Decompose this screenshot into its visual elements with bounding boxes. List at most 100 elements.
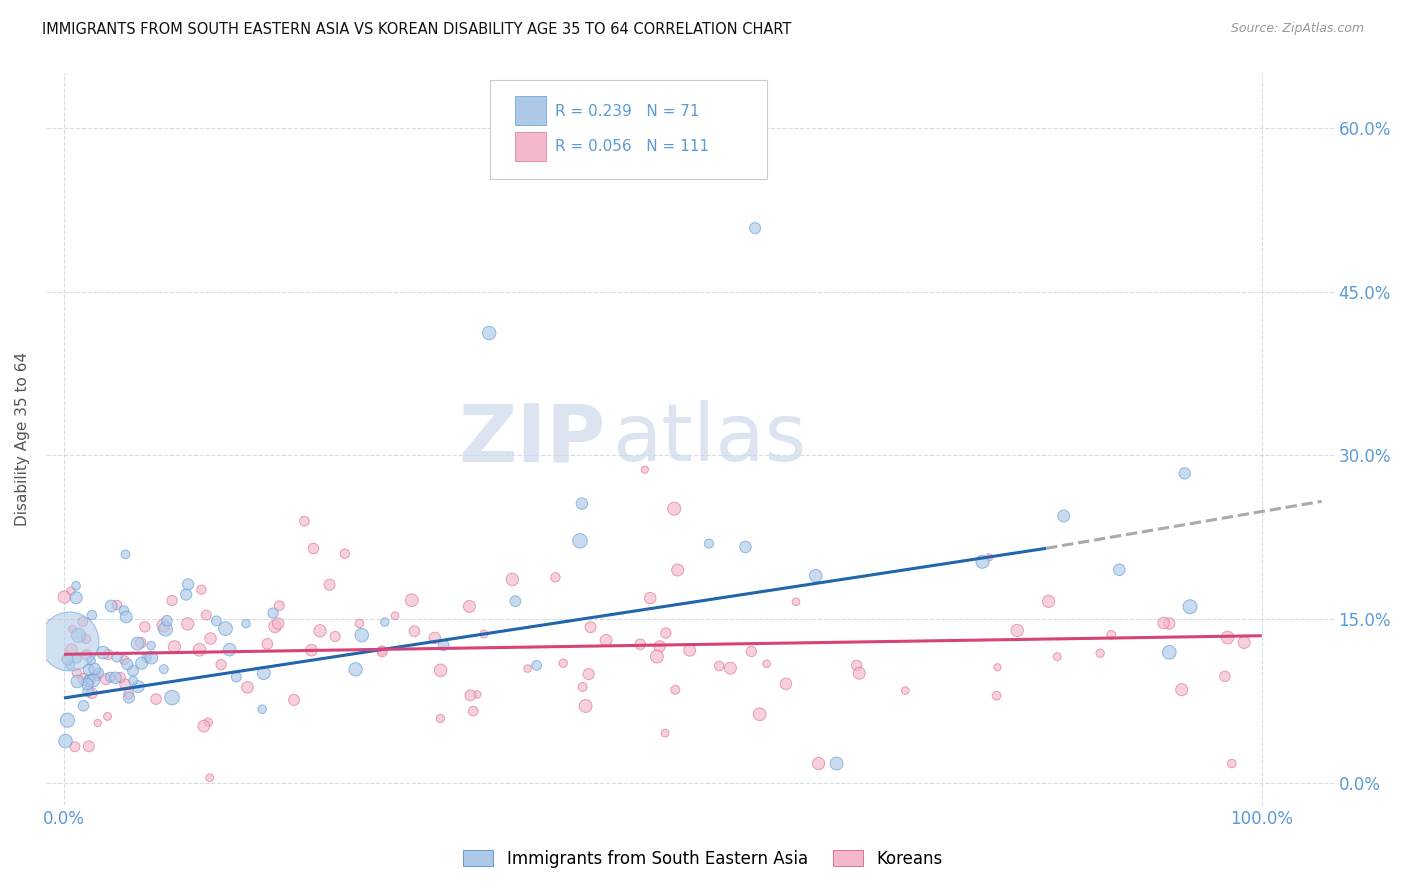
Point <box>505 594 527 608</box>
Text: R = 0.239   N = 71: R = 0.239 N = 71 <box>554 103 699 119</box>
Point <box>1005 624 1028 638</box>
Point <box>1099 628 1122 642</box>
Point <box>979 550 1001 565</box>
Point <box>86 668 108 682</box>
Point <box>122 673 145 688</box>
Point <box>135 650 157 665</box>
Point <box>740 644 762 658</box>
Point <box>478 326 501 340</box>
Point <box>77 673 100 688</box>
Point <box>894 683 917 698</box>
Point <box>501 573 523 587</box>
Point <box>986 660 1008 674</box>
Point <box>404 624 426 639</box>
Point <box>1178 599 1201 614</box>
Point <box>848 666 870 681</box>
Point <box>115 610 138 624</box>
Legend: Immigrants from South Eastern Asia, Koreans: Immigrants from South Eastern Asia, Kore… <box>457 844 949 875</box>
Point <box>55 734 77 748</box>
Point <box>628 637 651 651</box>
Point <box>66 665 89 680</box>
Point <box>62 622 84 636</box>
Point <box>1159 616 1181 631</box>
Point <box>160 690 183 705</box>
Point <box>575 698 598 713</box>
Point <box>205 614 228 628</box>
Point <box>75 632 97 646</box>
Point <box>80 686 103 700</box>
Point <box>80 654 103 668</box>
Point <box>748 707 770 722</box>
Point <box>269 599 291 613</box>
Point <box>309 624 332 638</box>
Point <box>458 599 481 614</box>
Point <box>318 578 340 592</box>
Point <box>82 673 104 688</box>
Point <box>302 541 325 556</box>
Point <box>264 619 287 633</box>
Point <box>134 620 156 634</box>
Point <box>65 579 87 593</box>
Point <box>845 658 868 673</box>
Point <box>429 712 451 726</box>
Point <box>697 536 720 550</box>
Point <box>53 590 76 604</box>
Point <box>1220 756 1243 771</box>
Point <box>1170 682 1192 697</box>
Point <box>371 643 394 657</box>
Point <box>87 715 110 730</box>
Point <box>578 667 600 681</box>
Point <box>77 684 100 698</box>
Point <box>87 666 110 681</box>
Point <box>200 632 222 646</box>
Point <box>96 709 118 723</box>
Text: Source: ZipAtlas.com: Source: ZipAtlas.com <box>1230 22 1364 36</box>
Point <box>371 645 394 659</box>
Point <box>972 555 994 569</box>
Point <box>744 221 766 235</box>
Point <box>152 662 174 676</box>
Point <box>804 568 827 582</box>
Point <box>114 677 136 691</box>
Point <box>59 584 82 599</box>
Point <box>664 682 686 697</box>
Point <box>97 648 120 662</box>
Point <box>105 649 128 664</box>
Point <box>177 577 200 591</box>
Point <box>145 692 167 706</box>
Point <box>129 636 152 650</box>
Point <box>301 643 323 657</box>
Point <box>1213 669 1236 683</box>
Point <box>77 739 100 754</box>
Point <box>94 672 117 686</box>
Point <box>72 698 94 713</box>
Point <box>100 599 122 613</box>
Point <box>117 657 139 672</box>
Point <box>645 649 668 664</box>
Point <box>1216 631 1239 645</box>
Point <box>986 689 1008 703</box>
Point <box>344 662 367 676</box>
Point <box>571 497 593 511</box>
Point <box>163 640 186 654</box>
Point <box>634 462 657 476</box>
Point <box>350 628 373 642</box>
Text: R = 0.056   N = 111: R = 0.056 N = 111 <box>554 139 709 154</box>
Point <box>349 616 371 631</box>
Point <box>60 642 83 657</box>
Point <box>785 595 807 609</box>
Point <box>58 634 80 648</box>
Point <box>666 563 689 577</box>
Point <box>1159 645 1181 659</box>
Point <box>127 636 149 650</box>
Point <box>65 591 87 605</box>
Point <box>664 501 686 516</box>
Point <box>118 690 141 705</box>
Point <box>73 673 96 687</box>
Point <box>139 639 162 653</box>
Point <box>679 643 702 657</box>
Point <box>755 657 778 671</box>
Point <box>1108 563 1130 577</box>
Point <box>195 608 218 623</box>
Point <box>79 673 101 687</box>
